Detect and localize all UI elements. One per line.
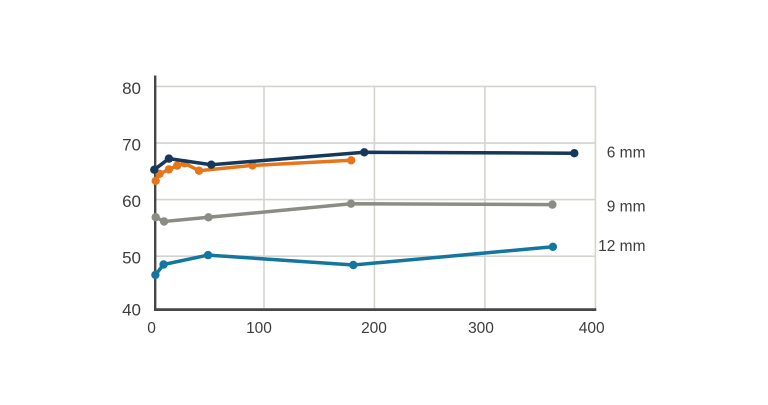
svg-text:80: 80 — [122, 79, 141, 98]
svg-text:12 mm: 12 mm — [598, 238, 645, 255]
svg-text:0: 0 — [147, 320, 156, 337]
svg-text:400: 400 — [579, 320, 605, 337]
svg-text:9 mm: 9 mm — [607, 198, 646, 215]
svg-text:60: 60 — [122, 192, 141, 211]
svg-text:6 mm: 6 mm — [607, 144, 646, 161]
svg-text:50: 50 — [122, 249, 141, 268]
svg-text:100: 100 — [246, 320, 272, 337]
svg-text:70: 70 — [122, 136, 141, 155]
svg-text:200: 200 — [361, 320, 387, 337]
svg-text:300: 300 — [468, 320, 494, 337]
svg-text:40: 40 — [122, 301, 141, 320]
